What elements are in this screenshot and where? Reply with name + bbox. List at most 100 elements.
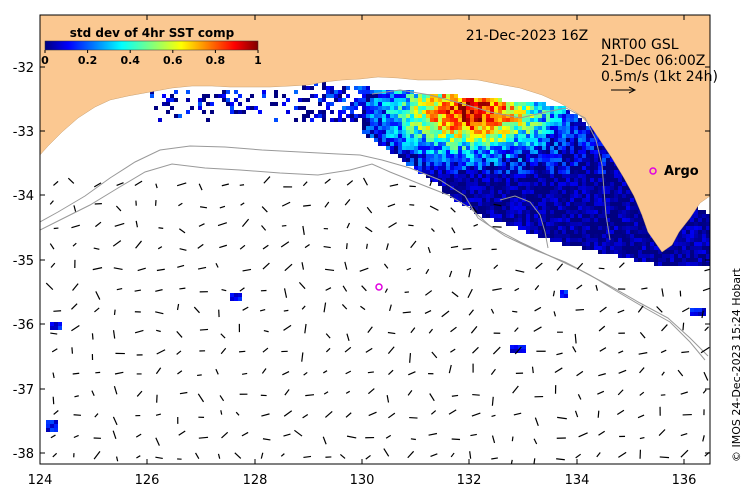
sst-cell [554, 226, 558, 230]
sst-cell [470, 142, 474, 146]
sst-cell [474, 170, 478, 174]
sst-cell [510, 102, 514, 106]
sst-cell [354, 106, 358, 110]
sst-cell [610, 182, 614, 186]
sst-cell [438, 114, 442, 118]
sst-cell [330, 90, 334, 94]
sst-cell [590, 242, 594, 246]
sst-cell [566, 214, 570, 218]
sst-cell [606, 230, 610, 234]
sst-cell [606, 238, 610, 242]
sst-cell [342, 86, 346, 90]
sst-cell [554, 198, 558, 202]
sst-cell [502, 158, 506, 162]
sst-cell [486, 126, 490, 130]
sst-cell [554, 158, 558, 162]
current-vector [702, 389, 707, 394]
sst-cell [562, 178, 566, 182]
current-vector [91, 390, 95, 396]
sst-cell [502, 118, 506, 122]
sst-cell [630, 210, 634, 214]
sst-cell [510, 349, 514, 353]
sst-cell [550, 174, 554, 178]
current-vector [115, 456, 119, 462]
sst-cell [418, 146, 422, 150]
sst-cell [486, 174, 490, 178]
sst-cell [158, 118, 162, 122]
sst-cell [562, 242, 566, 246]
sst-cell [590, 238, 594, 242]
sst-cell [370, 94, 374, 98]
sst-cell [394, 146, 398, 150]
sst-cell [602, 170, 606, 174]
current-vector [576, 284, 583, 290]
sst-cell [502, 178, 506, 182]
sst-cell [382, 118, 386, 122]
sst-cell [594, 242, 598, 246]
sst-cell [634, 218, 638, 222]
sst-cell [694, 250, 698, 254]
sst-cell [538, 202, 542, 206]
sst-cell [506, 222, 510, 226]
sst-cell [518, 198, 522, 202]
sst-cell [238, 110, 242, 114]
sst-cell [574, 126, 578, 130]
sst-cell [614, 182, 618, 186]
sst-cell [566, 170, 570, 174]
current-vector [409, 353, 412, 363]
sst-cell [542, 154, 546, 158]
sst-cell [674, 258, 678, 262]
sst-cell [610, 226, 614, 230]
sst-cell [574, 210, 578, 214]
current-vector [73, 434, 79, 439]
current-vector [441, 310, 450, 318]
sst-cell [378, 134, 382, 138]
sst-cell [462, 166, 466, 170]
current-vector [367, 326, 373, 333]
sst-cell [534, 122, 538, 126]
sst-cell [706, 238, 710, 242]
sst-cell [526, 158, 530, 162]
sst-cell [578, 202, 582, 206]
sst-cell [382, 98, 386, 102]
current-vector [533, 438, 538, 445]
sst-cell [578, 138, 582, 142]
sst-cell [438, 102, 442, 106]
sst-cell [366, 126, 370, 130]
sst-cell [546, 206, 550, 210]
sst-cell [550, 182, 554, 186]
sst-cell [510, 162, 514, 166]
sst-cell [506, 162, 510, 166]
sst-cell [522, 118, 526, 122]
current-vector [157, 246, 163, 250]
sst-cell [514, 118, 518, 122]
sst-cell [186, 110, 190, 114]
sst-cell [450, 154, 454, 158]
current-vector [576, 262, 584, 270]
sst-cell [462, 110, 466, 114]
sst-cell [486, 198, 490, 202]
sst-cell [462, 182, 466, 186]
current-vector [407, 390, 413, 396]
sst-cell [518, 150, 522, 154]
sst-cell [506, 138, 510, 142]
sst-cell [614, 230, 618, 234]
sst-cell [694, 214, 698, 218]
sst-cell [566, 222, 570, 226]
sst-cell [578, 234, 582, 238]
current-vector [360, 305, 366, 311]
sst-cell [562, 230, 566, 234]
current-vector [513, 412, 522, 416]
current-vector [301, 305, 306, 310]
sst-cell [610, 246, 614, 250]
sst-cell [626, 198, 630, 202]
sst-cell [362, 126, 366, 130]
sst-cell [294, 106, 298, 110]
sst-cell [518, 110, 522, 114]
current-vector [345, 412, 352, 418]
sst-cell [394, 134, 398, 138]
sst-cell [406, 146, 410, 150]
sst-cell [530, 130, 534, 134]
current-vector [617, 309, 625, 314]
sst-cell [402, 98, 406, 102]
